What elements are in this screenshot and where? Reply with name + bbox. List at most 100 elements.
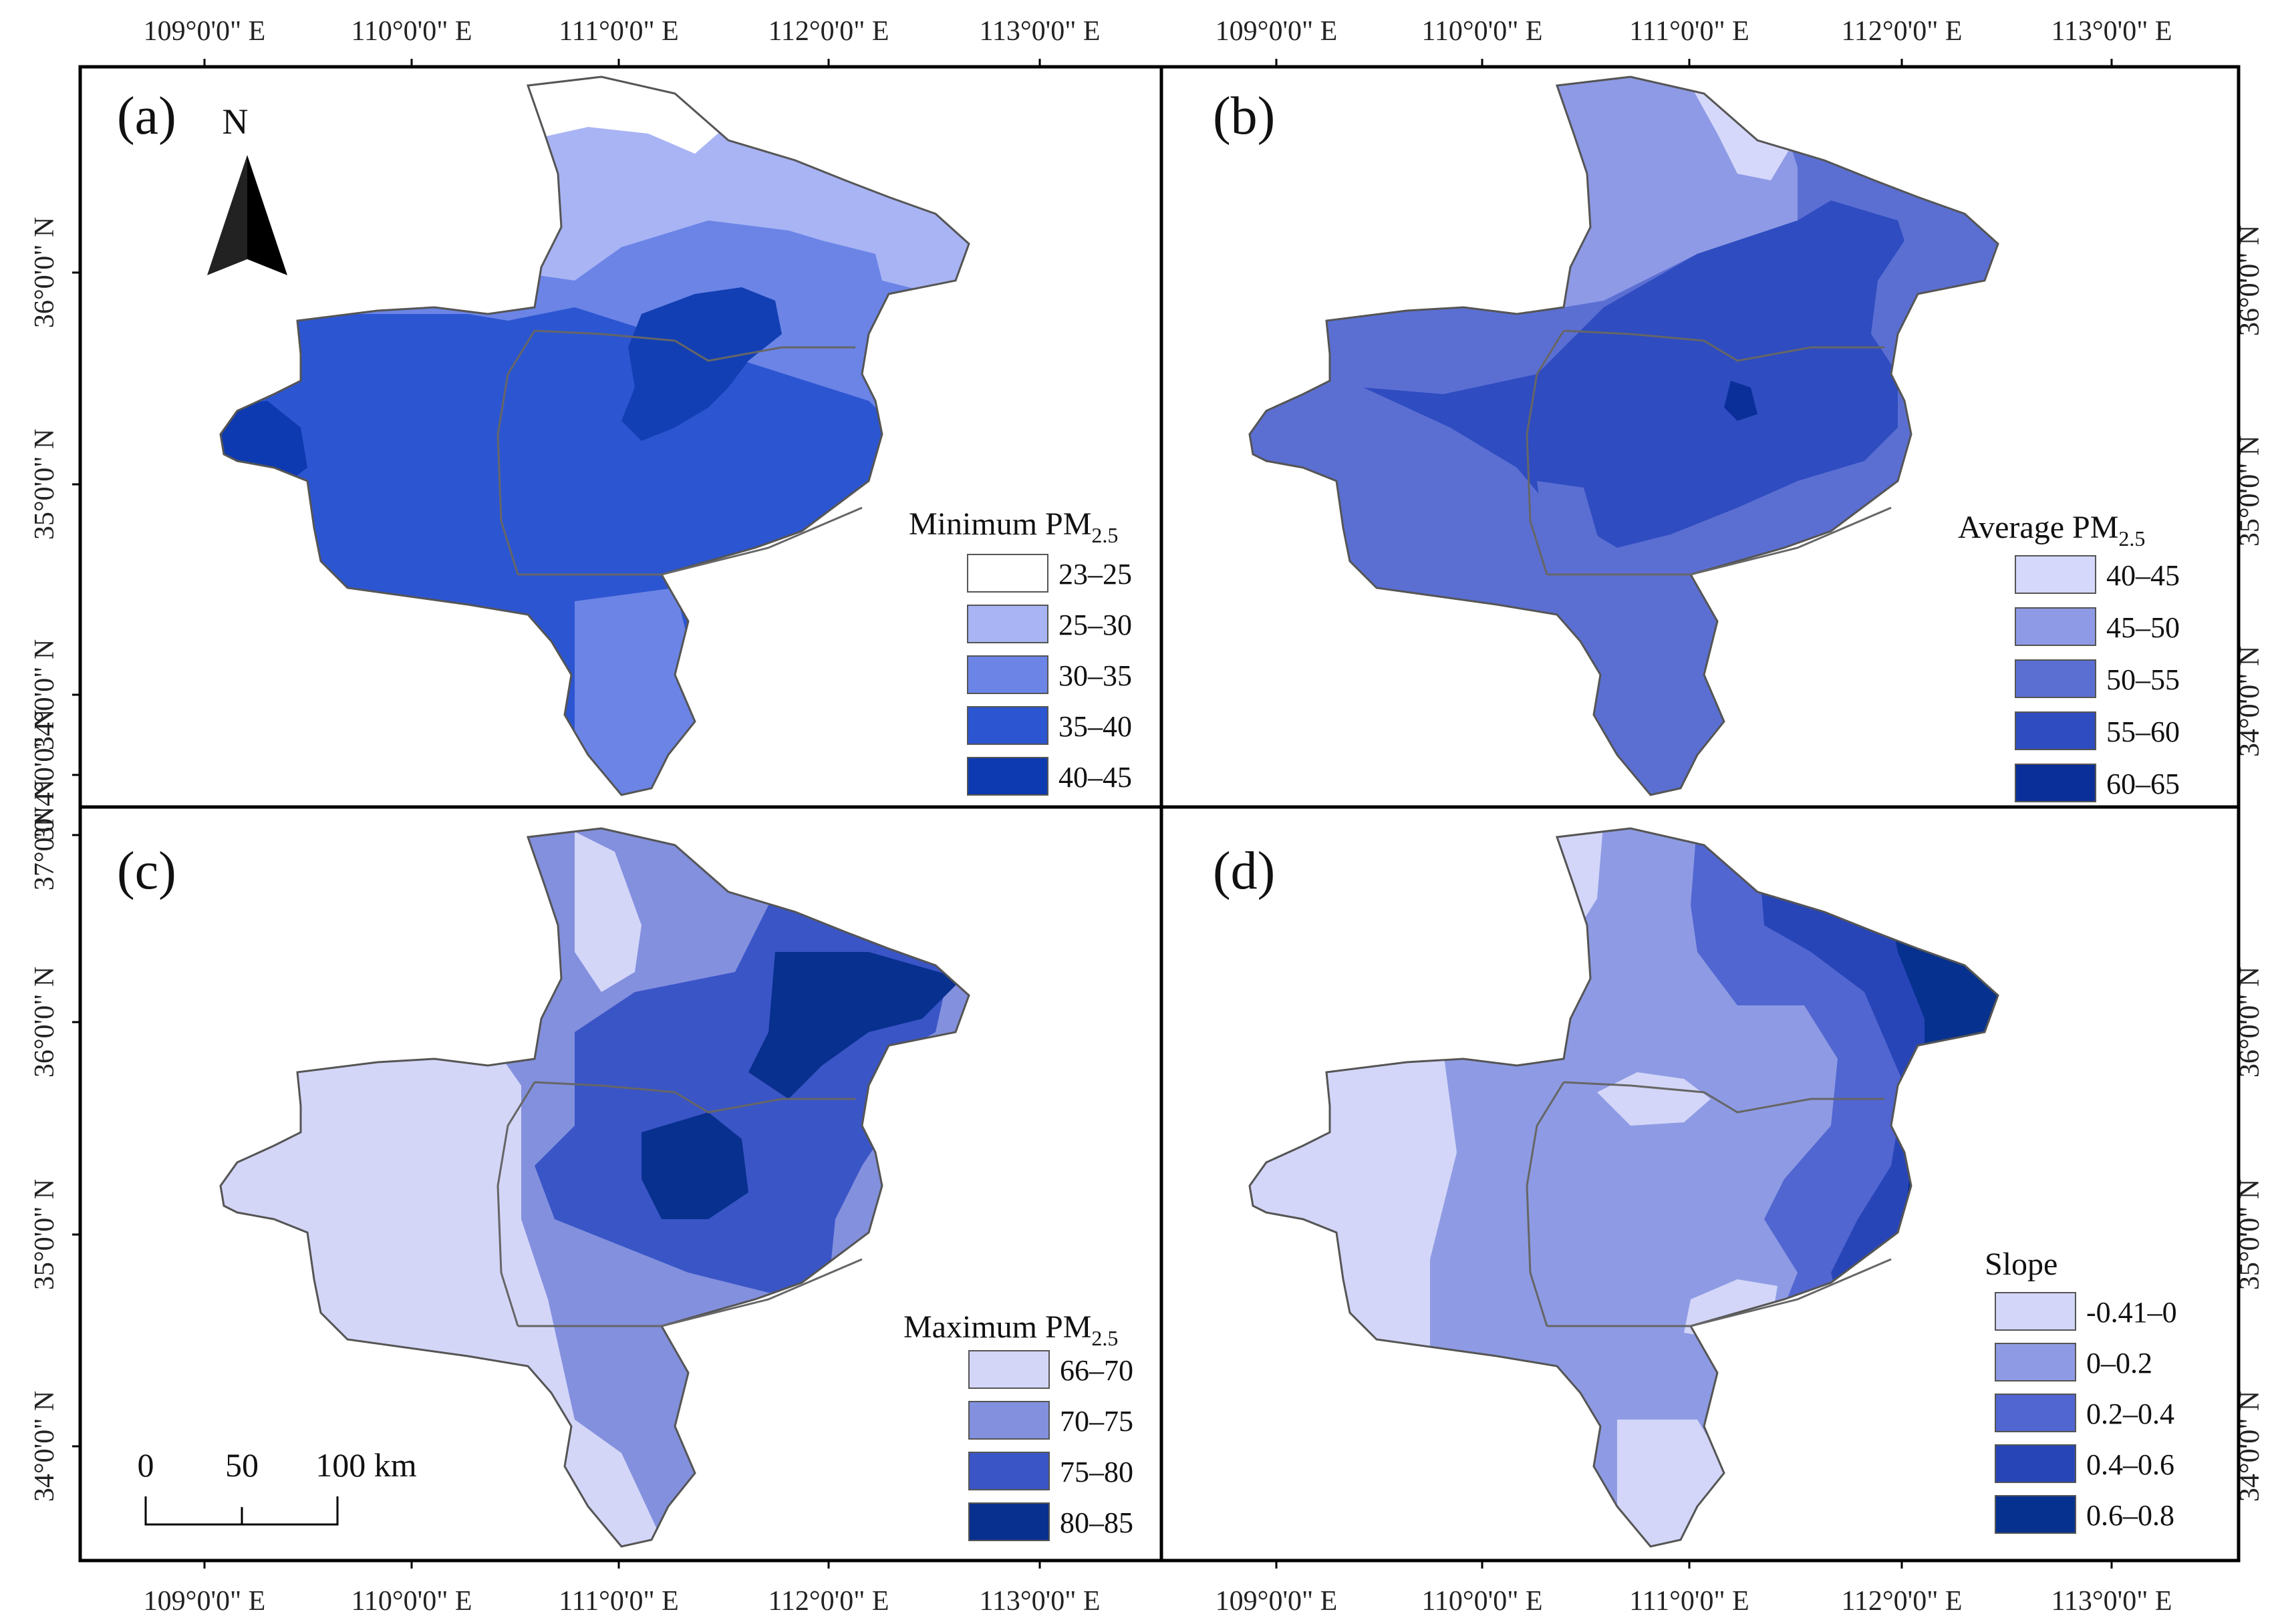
legend-item-label: 35–40 (1058, 710, 1132, 743)
legend-swatch (968, 1350, 1050, 1389)
legend-item-label: 30–35 (1058, 659, 1132, 692)
tick-label: 34°0'0" N (2235, 646, 2265, 757)
tick-label: 111°0'0" E (1629, 1586, 1749, 1617)
graticule-ticks: 109°0'0" E 110°0'0" E 111°0'0" E 112°0'0" E… (29, 16, 2265, 1617)
panel-b (1248, 75, 1999, 796)
legend-title: Average PM2.5 (1958, 510, 2145, 550)
legend-title-text: Average PM (1958, 510, 2118, 545)
legend-swatch (1995, 1343, 2076, 1382)
tick-label: 3N4°0'0" N (29, 709, 60, 841)
scale-bar: 0 50 100 km (138, 1446, 417, 1526)
tick-label: 35°0'0" N (2235, 436, 2265, 546)
legend-item-label: 0.2–0.4 (2086, 1398, 2174, 1430)
scale-label-100: 100 km (315, 1446, 417, 1484)
legend-d: Slope -0.41–0 0–0.2 0.2–0.4 0.4–0.6 0.6–0.8 (1985, 1247, 2177, 1534)
tick-label: 110°0'0" E (1421, 1586, 1542, 1617)
legend-title: Slope (1985, 1247, 2057, 1282)
scale-bar-line (144, 1496, 339, 1526)
legend-title: Maximum PM2.5 (903, 1309, 1118, 1350)
tick-label: 113°0'0" E (2051, 16, 2172, 47)
internal-boundaries (496, 329, 863, 576)
legend-item-label: 0.6–0.8 (2086, 1499, 2174, 1532)
tick-label: 113°0'0" E (979, 1586, 1100, 1617)
legend-title-text: Minimum PM (909, 506, 1091, 542)
north-arrow-right-half-icon (247, 155, 287, 275)
north-letter: N (223, 102, 249, 142)
legend-item-label: 80–85 (1060, 1506, 1133, 1539)
legend-title-subscript: 2.5 (2118, 526, 2145, 550)
internal-boundaries (496, 1081, 863, 1327)
north-arrow-left-half-icon (207, 155, 247, 275)
legend-swatch (967, 605, 1048, 643)
legend-swatch (1995, 1394, 2076, 1432)
zone-80-85-center (642, 1112, 748, 1219)
internal-boundaries (1526, 329, 1892, 576)
legend-swatch (2015, 711, 2096, 750)
legend-swatch (967, 554, 1048, 593)
legend-swatch (1995, 1495, 2076, 1534)
legend-swatch (967, 706, 1048, 745)
zone-80-85-ne (748, 952, 962, 1099)
panel-label-b: (b) (1213, 87, 1275, 146)
legend-item-label: 0–0.2 (2086, 1347, 2152, 1379)
legend-swatch (2015, 659, 2096, 698)
zone-23-25 (468, 77, 869, 154)
zone-neg-south (1617, 1420, 1737, 1547)
legend-swatch (968, 1401, 1050, 1440)
legend-item-label: 66–70 (1060, 1354, 1133, 1387)
tick-label: 35°0'0" N (29, 1179, 60, 1290)
tick-label: 36°0'0" N (29, 967, 60, 1078)
legend-item-label: 75–80 (1060, 1456, 1133, 1488)
legend-c: Maximum PM2.5 66–70 70–75 75–80 80–85 (903, 1309, 1133, 1541)
tick-label: 109°0'0" E (144, 1586, 266, 1617)
legend-title-subscript: 2.5 (1091, 523, 1118, 547)
tick-label: 109°0'0" E (1216, 16, 1338, 47)
panel-b-map (1250, 77, 1998, 795)
zone-30-35-south (575, 588, 695, 795)
panel-frame-d (1159, 805, 2241, 1563)
scale-label-0: 0 (138, 1446, 154, 1484)
tick-label: 109°0'0" E (144, 16, 266, 47)
tick-label: 111°0'0" E (559, 16, 679, 47)
tick-label: 113°0'0" E (2051, 1586, 2172, 1617)
legend-item-label: 60–65 (2106, 768, 2180, 800)
internal-boundaries (1526, 1081, 1892, 1327)
tick-label: 35°0'0" N (29, 429, 60, 540)
legend-item-label: 40–45 (1058, 761, 1132, 794)
zone-60-65 (1724, 381, 1757, 421)
panel-a (219, 75, 970, 796)
tick-label: 36°0'0" N (29, 217, 60, 328)
legend-swatch (968, 1452, 1050, 1490)
tick-label: 110°0'0" E (351, 16, 472, 47)
legend-item-label: -0.41–0 (2086, 1296, 2177, 1329)
tick-label: 112°0'0" E (1841, 1586, 1962, 1617)
north-arrow: N (207, 102, 287, 275)
legend-title-text: Maximum PM (903, 1309, 1091, 1345)
legend-item-label: 23–25 (1058, 558, 1132, 591)
zone-neg-west (1250, 952, 1457, 1353)
legend-item-label: 40–45 (2106, 559, 2180, 592)
legend-swatch (1995, 1292, 2076, 1331)
legend-swatch (968, 1502, 1050, 1541)
legend-swatch (2015, 555, 2096, 594)
legend-swatch (2015, 607, 2096, 646)
zone-40-45-center (621, 287, 782, 441)
tick-label: 34°0'0" N (2235, 1391, 2265, 1502)
legend-item-label: 45–50 (2106, 611, 2180, 644)
tick-label: 110°0'0" E (351, 1586, 472, 1617)
legend-item-label: 0.4–0.6 (2086, 1448, 2174, 1481)
legend-title-text: Slope (1985, 1247, 2057, 1282)
zone-55-60 (1363, 200, 1904, 548)
tick-label: 36°0'0" N (2235, 225, 2265, 336)
panel-a-map (221, 77, 969, 795)
scale-label-50: 50 (225, 1446, 259, 1484)
legends: Minimum PM2.523–2525–3030–3535–4040–45Av… (903, 506, 2180, 1541)
panel-label-a: (a) (117, 87, 176, 146)
legend-title-subscript: 2.5 (1091, 1326, 1118, 1350)
legend-a: Minimum PM2.5 23–25 25–30 30–35 35–40 40–45 (909, 506, 1132, 796)
tick-label: 112°0'0" E (1841, 16, 1962, 47)
zone-50-55-inner (1537, 481, 1617, 575)
legend-item-label: 70–75 (1060, 1405, 1133, 1438)
tick-label: 109°0'0" E (1216, 1586, 1338, 1617)
tick-label: 37°0'0" N (29, 780, 60, 890)
